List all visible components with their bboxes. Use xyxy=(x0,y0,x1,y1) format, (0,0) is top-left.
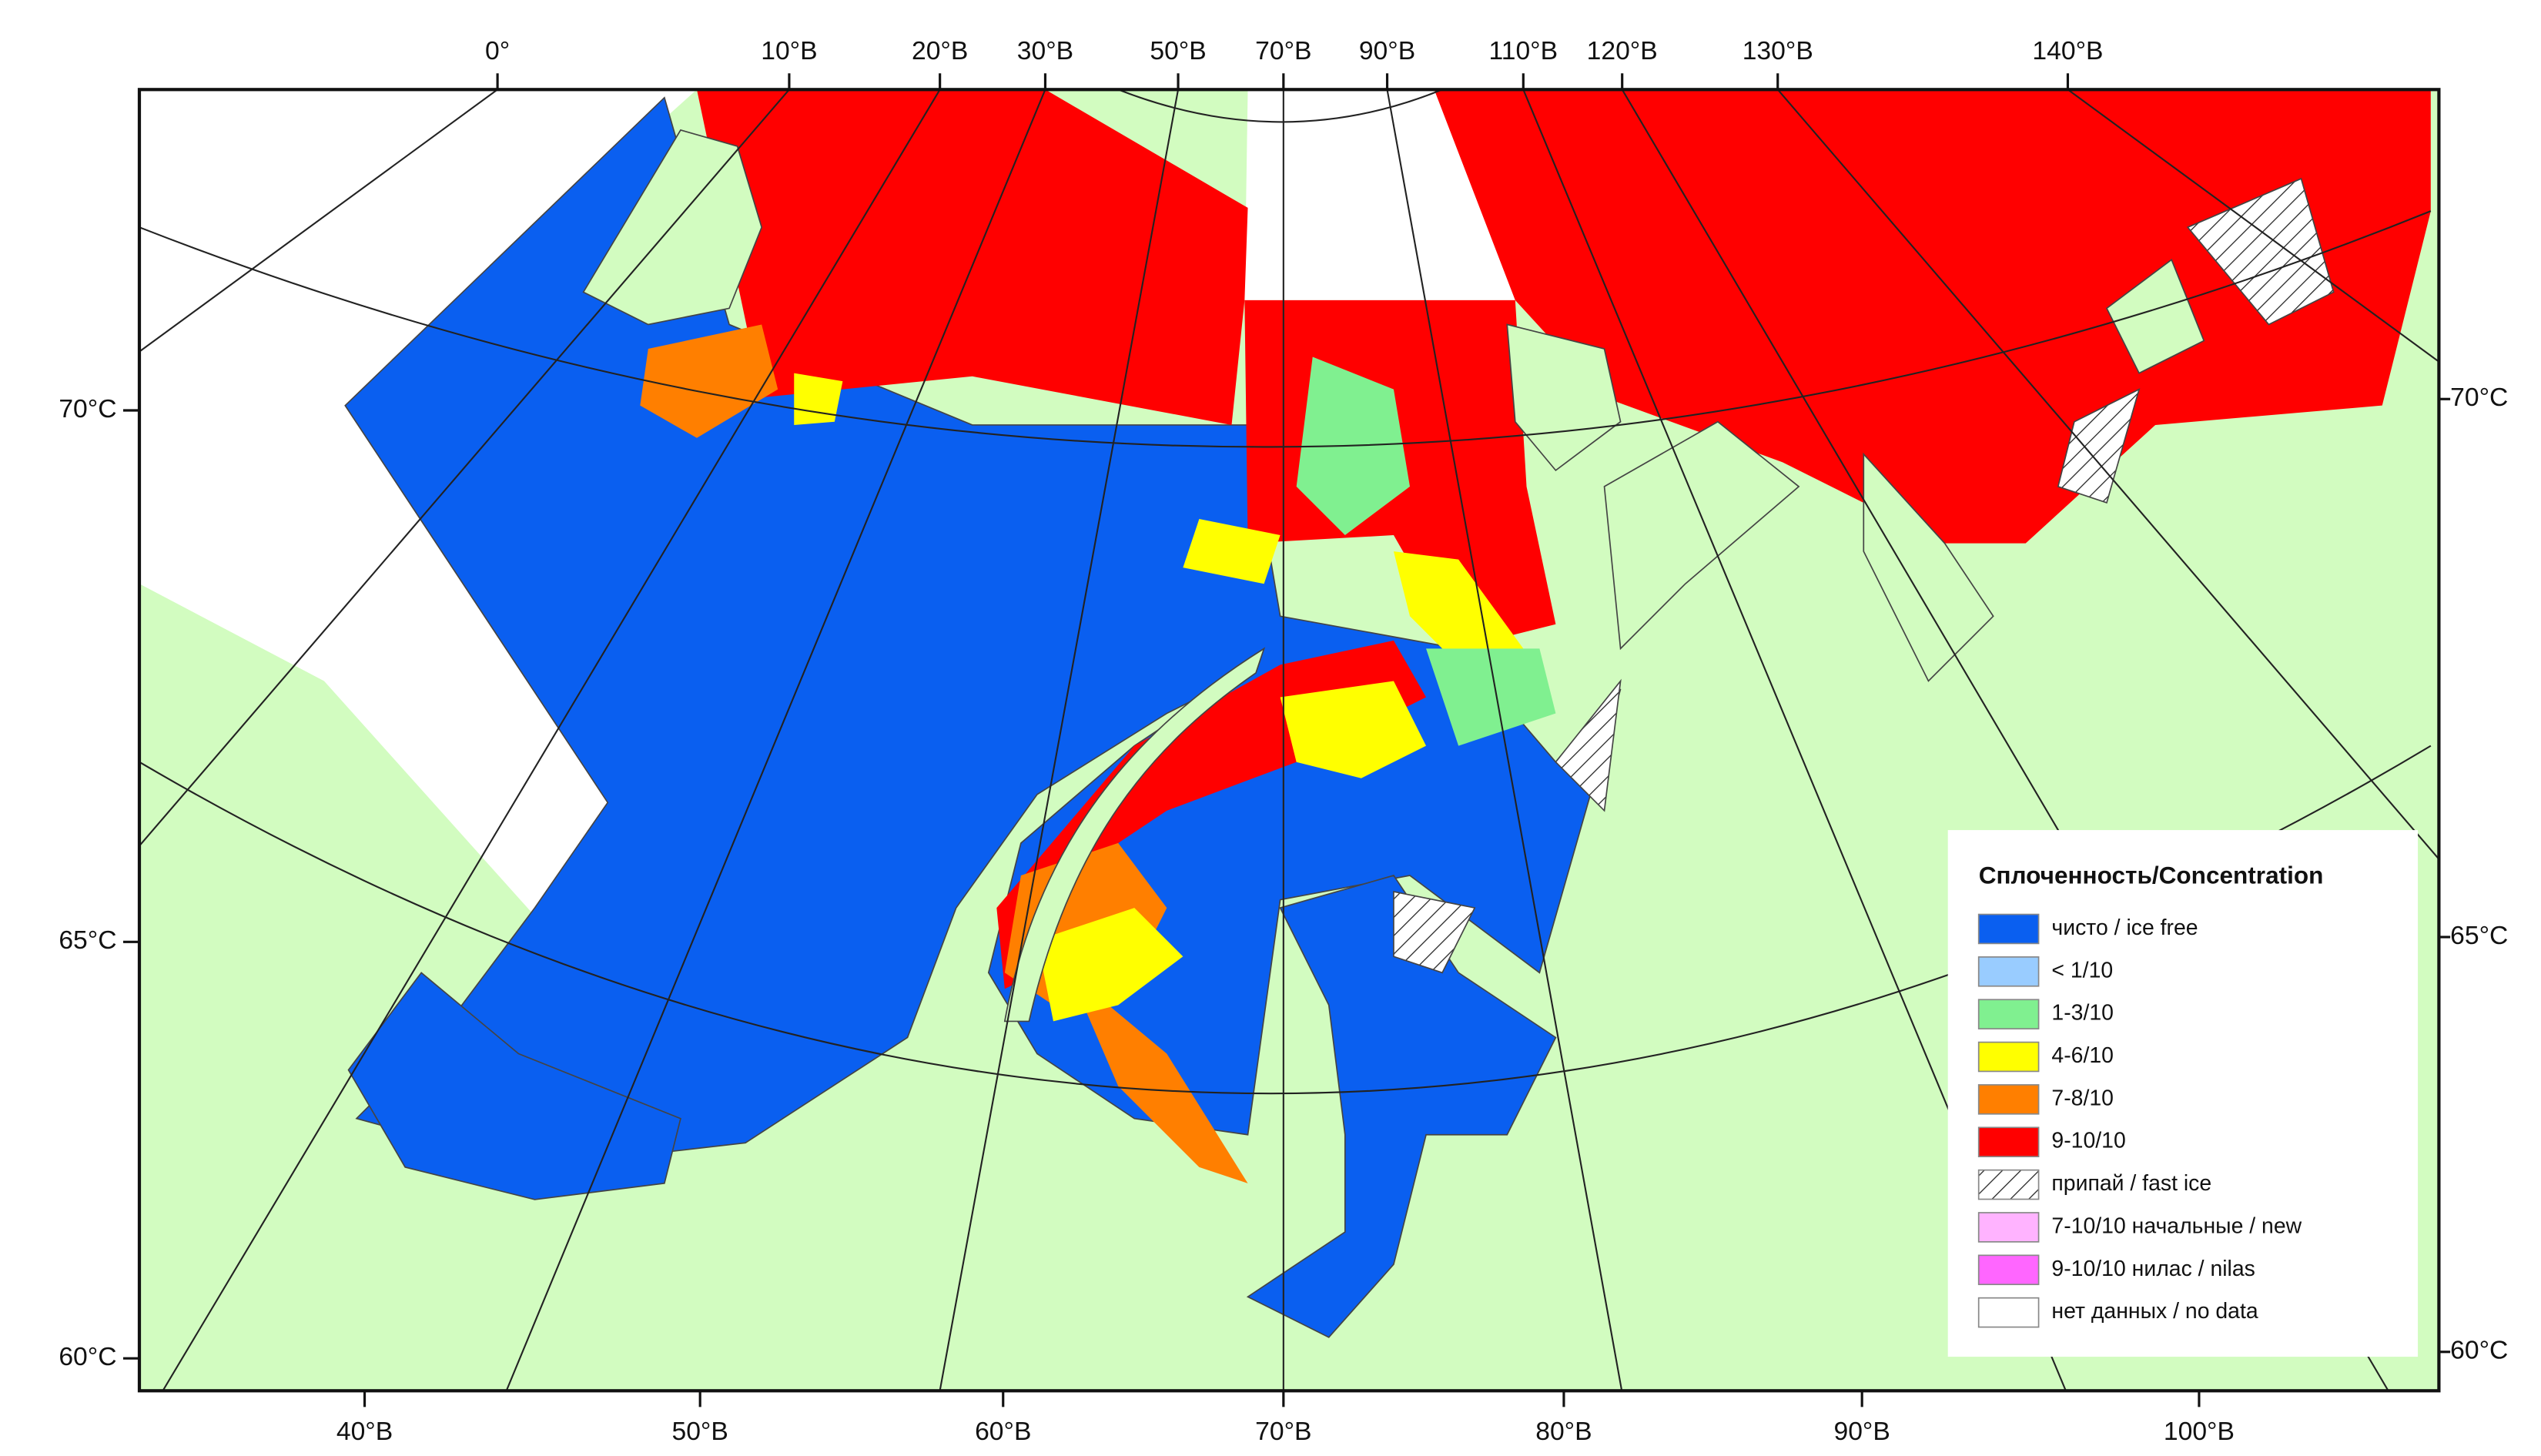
top-longitude-label: 90°В xyxy=(1359,37,1415,65)
legend-swatch xyxy=(1977,1126,2040,1158)
top-longitude-label: 10°В xyxy=(761,37,817,65)
legend-label: 7-10/10 начальные / new xyxy=(2051,1213,2302,1238)
taymyr xyxy=(1603,420,1800,651)
legend-swatch xyxy=(1977,1084,2040,1115)
legend-swatch xyxy=(1977,1212,2040,1243)
right-latitude-label: 65°С xyxy=(2450,922,2508,950)
legend-swatch xyxy=(1977,1297,2040,1328)
map-body xyxy=(139,89,2439,1391)
land xyxy=(1863,452,1994,682)
bottom-longitude-label: 100°В xyxy=(2164,1418,2235,1446)
no-data-area xyxy=(139,89,697,916)
meridian xyxy=(139,89,790,848)
coordinate-labels: 0° 10°В 20°В 30°В 50°В 70°В 90°В 110°В 120°В 130°… xyxy=(59,37,2508,1446)
legend-label: 7-8/10 xyxy=(2051,1086,2114,1110)
top-longitude-label: 120°В xyxy=(1587,37,1658,65)
ice-9-10 xyxy=(696,89,1248,425)
land xyxy=(2430,89,2439,1391)
ice-4-6 xyxy=(1393,551,1524,665)
legend-title: Сплоченность/Concentration xyxy=(1979,861,2324,889)
top-longitude-label: 50°В xyxy=(1150,37,1206,65)
bottom-longitude-label: 50°В xyxy=(672,1418,728,1446)
top-longitude-label: 70°В xyxy=(1255,37,1311,65)
legend-label: < 1/10 xyxy=(2051,958,2113,982)
right-latitude-label: 70°С xyxy=(2450,383,2508,412)
ice-7-8 xyxy=(640,324,778,438)
legend-swatch xyxy=(1977,913,2040,945)
legend-label: 1-3/10 xyxy=(2051,1001,2114,1026)
left-latitude-label: 65°С xyxy=(59,926,116,955)
right-latitude-label: 60°С xyxy=(2450,1337,2508,1365)
fast-ice xyxy=(2057,388,2141,504)
white-sea xyxy=(347,972,681,1200)
ice-4-6 xyxy=(1280,681,1427,778)
novaya-zemlya xyxy=(1003,647,1266,1023)
ice-4-6 xyxy=(794,373,843,425)
ice-1-3 xyxy=(1426,648,1556,746)
top-longitude-label: 140°В xyxy=(2032,37,2103,65)
fast-ice xyxy=(1393,891,1476,974)
top-longitude-label: 20°В xyxy=(912,37,968,65)
legend-swatch xyxy=(1977,1169,2040,1200)
bottom-longitude-label: 80°В xyxy=(1535,1418,1592,1446)
meridian xyxy=(1776,89,2439,861)
fast-ice xyxy=(1555,678,1622,812)
meridian xyxy=(2067,89,2439,363)
meridian xyxy=(139,89,498,353)
bottom-longitude-label: 90°В xyxy=(1834,1418,1890,1446)
ice-7-8 xyxy=(1070,972,1248,1183)
legend-label: нет данных / no data xyxy=(2051,1299,2258,1324)
legend-swatch xyxy=(1977,1254,2040,1286)
legend: Сплоченность/Concentration чисто / ice f… xyxy=(1947,830,2419,1357)
meridian xyxy=(505,89,1046,1391)
ice-4-6 xyxy=(1183,519,1281,584)
top-longitude-label: 0° xyxy=(485,37,510,65)
svalbard xyxy=(582,129,763,326)
legend-swatch xyxy=(1977,999,2040,1029)
meridian xyxy=(162,89,941,1391)
parallel xyxy=(1117,89,1443,123)
bottom-longitude-label: 70°В xyxy=(1255,1418,1311,1446)
map-frame xyxy=(137,88,2441,1393)
new-siberian-islands xyxy=(2105,258,2205,374)
top-longitude-label: 130°В xyxy=(1743,37,1813,65)
legend-label: 9-10/10 xyxy=(2051,1129,2125,1153)
top-longitude-label: 110°В xyxy=(1489,37,1558,65)
legend-label: 9-10/10 нилас / nilas xyxy=(2051,1257,2255,1281)
fast-ice xyxy=(2186,177,2335,326)
legend-swatch xyxy=(1977,956,2040,987)
bottom-longitude-label: 60°В xyxy=(975,1418,1031,1446)
meridian xyxy=(1386,89,1623,1391)
legend-label: припай / fast ice xyxy=(2051,1171,2211,1196)
top-longitude-label: 30°В xyxy=(1017,37,1073,65)
ice-4-6 xyxy=(1036,908,1183,1022)
bottom-longitude-label: 40°В xyxy=(336,1418,393,1446)
legend-label: 4-6/10 xyxy=(2051,1043,2114,1068)
legend-swatch xyxy=(1977,1041,2040,1073)
left-latitude-label: 60°С xyxy=(59,1343,116,1371)
meridian xyxy=(939,89,1180,1391)
legend-label: чисто / ice free xyxy=(2051,915,2198,940)
ice-free-bay xyxy=(1246,875,1557,1338)
left-latitude-label: 70°С xyxy=(59,395,116,423)
ice-9-10 xyxy=(1434,89,2431,544)
no-data-area xyxy=(1244,89,1515,300)
